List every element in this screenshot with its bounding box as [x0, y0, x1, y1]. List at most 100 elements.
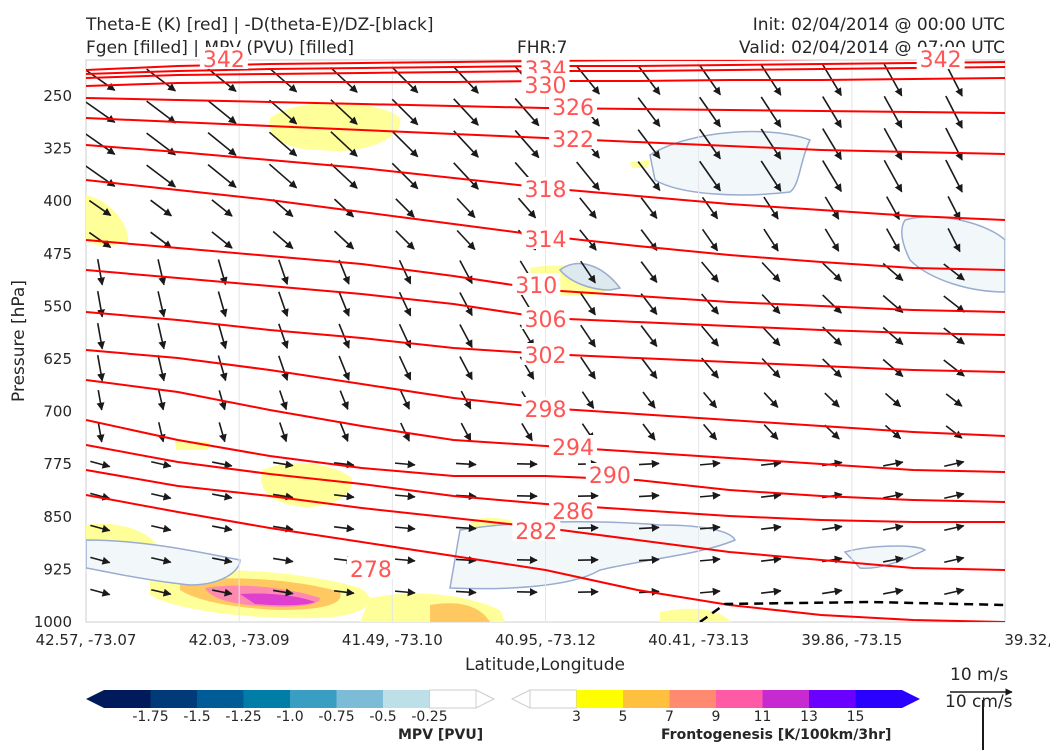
wind-arrow — [455, 556, 477, 565]
contour-label-bg — [512, 273, 561, 295]
wind-arrow — [699, 555, 721, 564]
wind-arrow — [96, 390, 105, 411]
y-axis-label: Pressure [hPa] — [9, 280, 29, 402]
wind-arrow — [398, 291, 412, 317]
wind-arrow — [883, 555, 904, 564]
wind-arrow — [945, 127, 963, 161]
wind-key — [950, 688, 1013, 750]
contour-label-bg — [512, 519, 561, 541]
wind-arrow — [394, 460, 416, 469]
wind-arrow — [883, 127, 903, 161]
wind-arrow — [338, 355, 350, 381]
wind-arrow — [947, 228, 961, 253]
wind-arrow — [640, 357, 658, 380]
wind-arrow — [272, 588, 294, 597]
title-left-line1: Theta-E (K) [red] | -D(theta-E)/DZ-[blac… — [86, 15, 434, 35]
fgen-colorbar-segment — [809, 690, 856, 708]
wind-arrow — [333, 230, 355, 250]
wind-arrow — [459, 260, 473, 285]
wind-arrow — [580, 260, 596, 284]
wind-arrow — [453, 98, 479, 126]
contour-label: 342 — [920, 48, 962, 73]
y-tick-label: 325 — [43, 140, 72, 158]
wind-arrow — [763, 424, 779, 440]
contour-label: 330 — [525, 74, 567, 99]
wind-key-top: 10 m/s — [950, 665, 1009, 685]
field-fill — [269, 102, 401, 151]
wind-arrow — [268, 67, 298, 93]
wind-arrow — [459, 324, 473, 349]
wind-arrow — [761, 325, 781, 347]
y-axis-ticks: 250 325 400 475 550 625 700 775 850 925 1000 — [34, 87, 72, 631]
wind-arrow — [699, 128, 721, 160]
wind-arrow — [151, 492, 172, 501]
wind-arrow — [637, 129, 661, 160]
wind-arrow — [945, 425, 963, 439]
wind-arrow — [207, 100, 237, 124]
mpv-colorbar-segment — [150, 690, 197, 708]
theta-e-contour — [86, 494, 1005, 622]
wind-arrow — [883, 491, 904, 500]
x-tick-label: 39.32, -73.1 — [1004, 631, 1050, 649]
contour-label: 298 — [525, 398, 567, 423]
wind-arrow — [268, 131, 298, 157]
wind-arrow — [278, 323, 289, 350]
fgen-tick: 13 — [800, 709, 818, 725]
wind-arrow — [581, 391, 595, 409]
wind-arrow — [945, 63, 963, 97]
mpv-colorbar-segment — [243, 690, 290, 708]
mpv-tick: -1.75 — [132, 709, 169, 725]
wind-arrow — [333, 460, 355, 469]
contour-labels: 3423423383343303263223183143103063022982… — [199, 47, 965, 583]
wind-arrow — [278, 355, 289, 382]
wind-arrow — [821, 587, 843, 596]
wind-arrow — [883, 159, 903, 193]
wind-arrow — [151, 524, 172, 533]
x-tick-label: 42.57, -73.07 — [36, 631, 137, 649]
contour-label: 342 — [203, 48, 245, 73]
wind-arrow — [150, 231, 173, 249]
wind-arrow — [278, 422, 288, 443]
wind-arrow — [822, 262, 842, 282]
wind-arrow — [400, 390, 410, 410]
wind-arrow — [883, 459, 904, 468]
wind-arrow — [760, 128, 782, 160]
wind-arrow — [90, 460, 111, 469]
contour-label: 306 — [525, 308, 567, 333]
wind-arrow — [391, 98, 419, 126]
wind-arrow — [278, 291, 289, 318]
y-tick-label: 775 — [43, 455, 72, 473]
wind-arrow — [391, 130, 419, 158]
wind-arrow — [883, 587, 904, 596]
contour-label-bg — [199, 47, 248, 69]
wind-key-bottom: 10 cm/s — [945, 692, 1013, 712]
wind-arrow — [822, 128, 842, 161]
wind-arrow — [207, 68, 237, 92]
wind-arrow — [455, 588, 477, 597]
wind-arrow — [699, 491, 721, 500]
wind-arrow — [207, 164, 237, 188]
y-tick-label: 400 — [43, 192, 72, 210]
wind-arrow — [391, 66, 419, 94]
wind-arrow — [394, 556, 416, 565]
wind-arrow — [394, 588, 416, 597]
wind-arrow — [947, 196, 961, 221]
y-tick-label: 700 — [43, 403, 72, 421]
contour-label-bg — [549, 127, 598, 149]
wind-arrow — [96, 355, 105, 382]
wind-arrow — [330, 131, 358, 157]
field-fill — [430, 603, 490, 622]
x-tick-label: 39.86, -73.15 — [801, 631, 902, 649]
wind-arrow — [395, 198, 415, 218]
wind-arrow — [456, 197, 476, 219]
fgen-colorbar-segment — [855, 690, 902, 708]
filled-fields — [86, 102, 1005, 622]
theta-e-contour — [86, 379, 1005, 473]
contour-label-bg — [549, 499, 598, 521]
wind-arrow — [90, 588, 111, 597]
wind-arrow — [701, 261, 719, 283]
wind-arrow — [212, 524, 233, 533]
wind-arrow — [760, 491, 782, 500]
wind-arrow — [391, 162, 419, 190]
wind-arrow — [945, 159, 963, 193]
